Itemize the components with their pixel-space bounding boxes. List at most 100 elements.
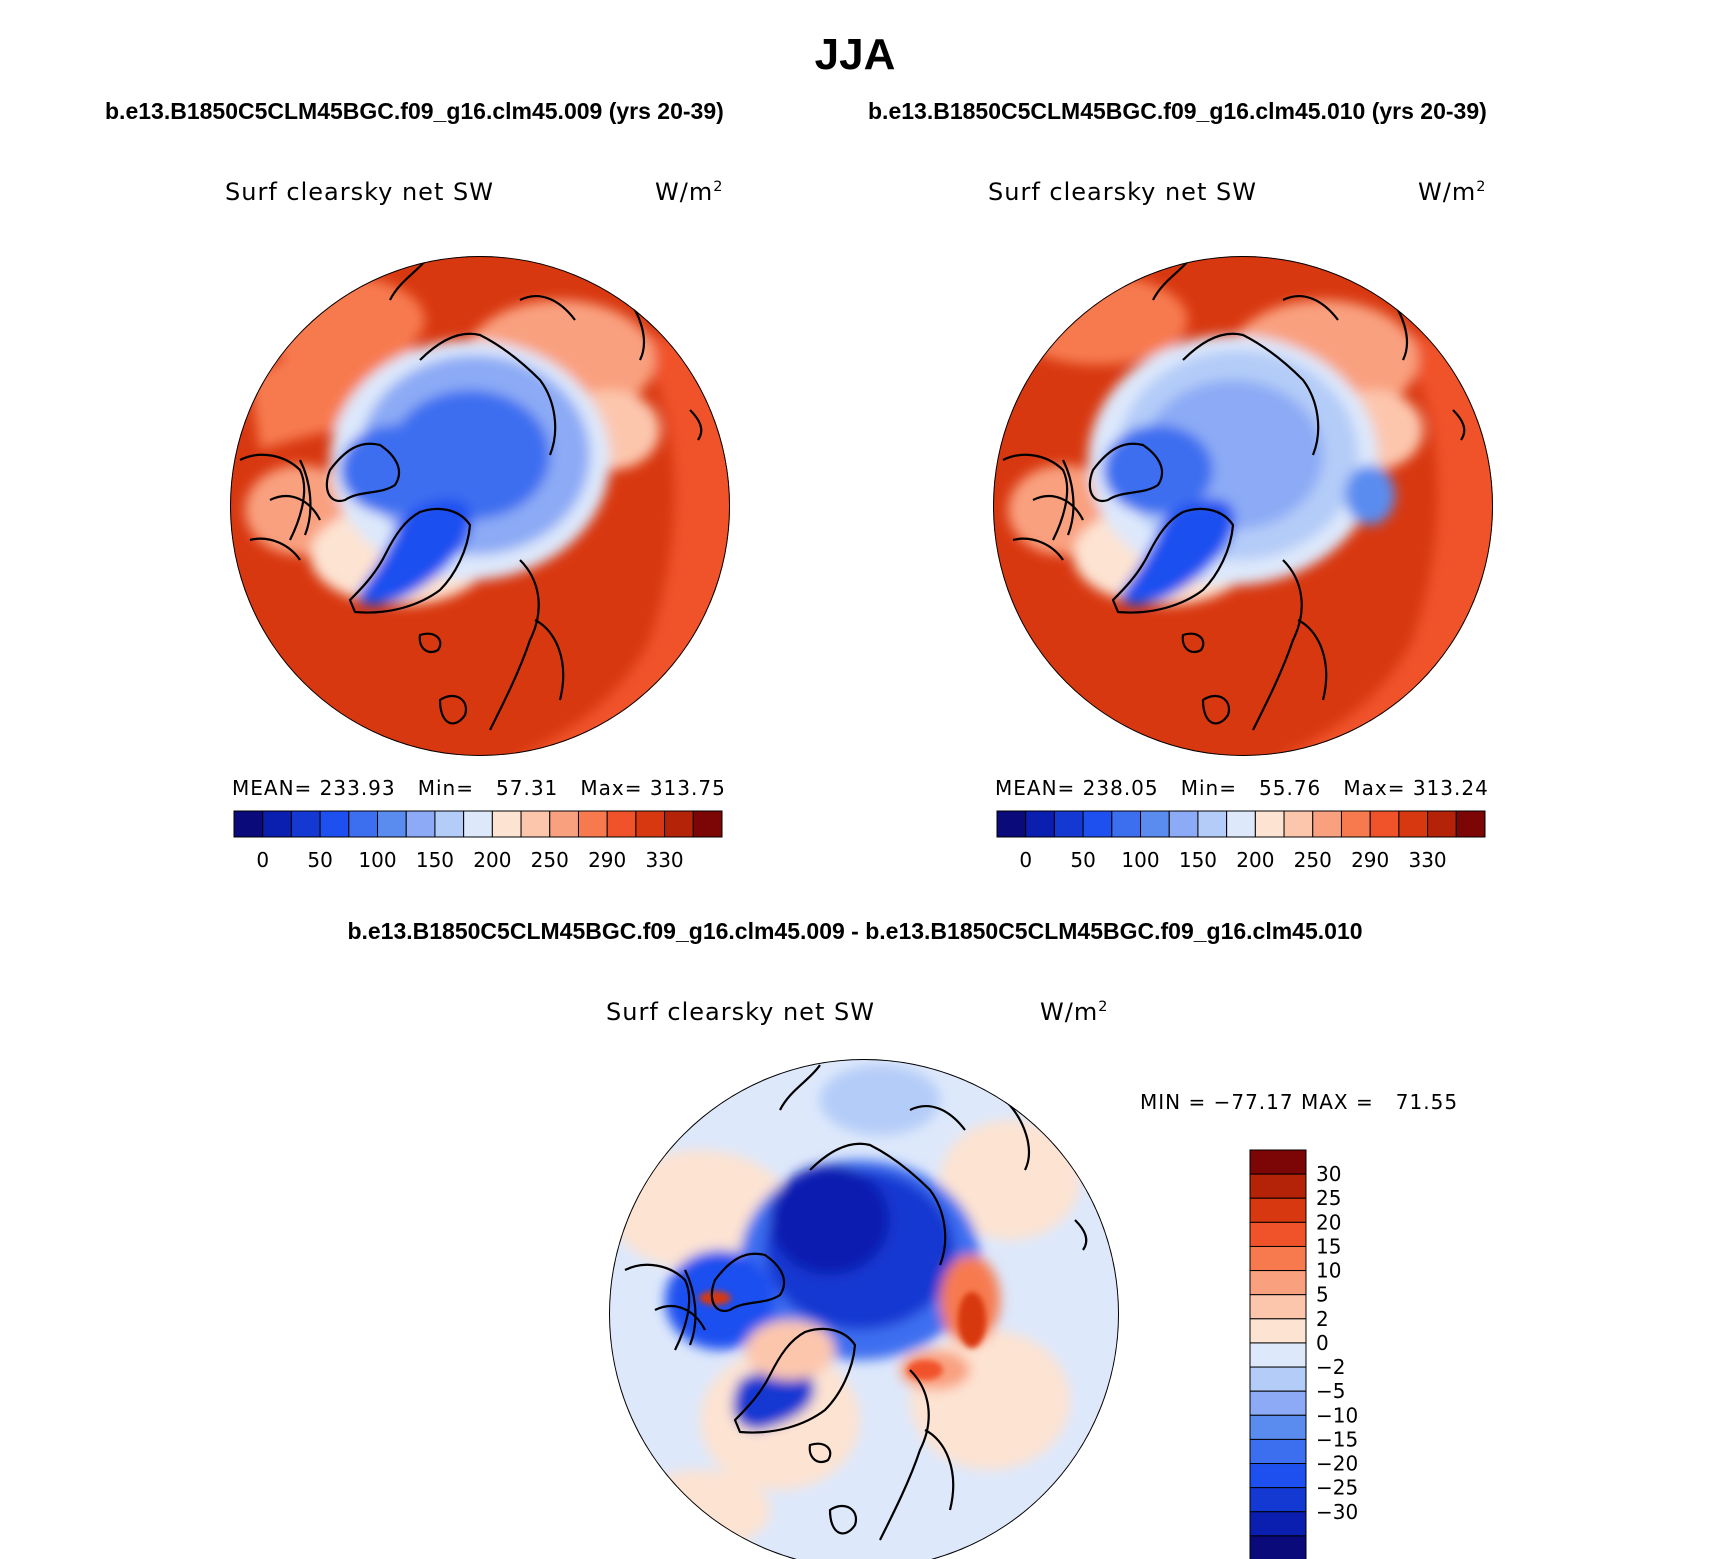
left-variable-label: Surf clearsky net SW bbox=[225, 178, 494, 206]
right-colorbar-label: 330 bbox=[1408, 848, 1446, 872]
diff-colorbar-label: 0 bbox=[1316, 1331, 1329, 1355]
left-colorbar-label: 200 bbox=[473, 848, 511, 872]
right-colorbar-swatch bbox=[1312, 810, 1342, 838]
left-colorbar-label: 50 bbox=[307, 848, 332, 872]
right-colorbar-label: 200 bbox=[1236, 848, 1274, 872]
right-stats: MEAN= 238.05 Min= 55.76 Max= 313.24 bbox=[995, 776, 1489, 800]
right-case-title: b.e13.B1850C5CLM45BGC.f09_g16.clm45.010 … bbox=[868, 98, 1487, 124]
right-colorbar-label: 290 bbox=[1351, 848, 1389, 872]
left-colorbar-swatch bbox=[491, 810, 522, 838]
diff-colorbar-swatch bbox=[1249, 1511, 1307, 1537]
left-colorbar: 0 50 100 150 200 250 290 330 bbox=[233, 810, 723, 872]
diff-colorbar-label: −30 bbox=[1316, 1500, 1358, 1524]
right-colorbar-swatch bbox=[1398, 810, 1429, 838]
left-colorbar-label: 250 bbox=[531, 848, 569, 872]
diff-colorbar-swatch bbox=[1249, 1487, 1307, 1513]
right-colorbar-swatch bbox=[1082, 810, 1113, 838]
diff-colorbar-swatch bbox=[1249, 1270, 1307, 1296]
diff-minmax: MIN = −77.17 MAX = 71.55 bbox=[1140, 1090, 1459, 1114]
diff-colorbar-swatch bbox=[1249, 1463, 1307, 1489]
left-colorbar-swatch bbox=[664, 810, 694, 838]
right-colorbar-swatch bbox=[1140, 810, 1170, 838]
left-colorbar-swatch bbox=[405, 810, 436, 838]
right-colorbar: 0 50 100 150 200 250 290 330 bbox=[996, 810, 1486, 872]
diff-colorbar-label: −5 bbox=[1316, 1379, 1345, 1403]
left-units-label: W/m2 bbox=[655, 178, 724, 206]
left-colorbar-label: 0 bbox=[256, 848, 269, 872]
diff-colorbar-swatch bbox=[1249, 1535, 1307, 1559]
diff-colorbar-label: −2 bbox=[1316, 1355, 1345, 1379]
diff-colorbar-swatch bbox=[1249, 1149, 1307, 1175]
right-colorbar-label: 0 bbox=[1019, 848, 1032, 872]
diff-colorbar-label: 10 bbox=[1316, 1259, 1341, 1283]
right-colorbar-swatch bbox=[1283, 810, 1314, 838]
right-colorbar-label: 150 bbox=[1179, 848, 1217, 872]
right-colorbar-swatch bbox=[1111, 810, 1142, 838]
left-colorbar-swatch bbox=[348, 810, 379, 838]
right-colorbar-swatch bbox=[1168, 810, 1199, 838]
diff-colorbar-label: 25 bbox=[1316, 1186, 1341, 1210]
diff-colorbar-swatch bbox=[1249, 1342, 1307, 1368]
left-colorbar-swatch bbox=[377, 810, 407, 838]
left-colorbar-swatch bbox=[520, 810, 551, 838]
diff-colorbar-swatch bbox=[1249, 1245, 1307, 1272]
diff-colorbar-swatch bbox=[1249, 1414, 1307, 1440]
right-colorbar-swatch bbox=[1197, 810, 1228, 838]
diff-units-label: W/m2 bbox=[1040, 998, 1109, 1026]
left-colorbar-swatch bbox=[606, 810, 637, 838]
right-colorbar-swatch bbox=[1254, 810, 1285, 838]
diff-colorbar-label: −25 bbox=[1316, 1476, 1358, 1500]
right-polar-map bbox=[993, 256, 1493, 756]
right-units-label: W/m2 bbox=[1418, 178, 1487, 206]
diff-colorbar-label: −15 bbox=[1316, 1427, 1358, 1451]
left-colorbar-swatch bbox=[577, 810, 608, 838]
left-colorbar-swatch bbox=[290, 810, 321, 838]
right-colorbar-swatch bbox=[1427, 810, 1457, 838]
left-colorbar-swatch bbox=[692, 810, 723, 838]
diff-colorbar-label: 30 bbox=[1316, 1162, 1341, 1186]
right-colorbar-label: 100 bbox=[1121, 848, 1159, 872]
diff-colorbar-swatch bbox=[1249, 1390, 1307, 1416]
left-stats: MEAN= 233.93 Min= 57.31 Max= 313.75 bbox=[232, 776, 726, 800]
diff-colorbar-swatch bbox=[1249, 1438, 1307, 1465]
right-variable-label: Surf clearsky net SW bbox=[988, 178, 1257, 206]
diff-title: b.e13.B1850C5CLM45BGC.f09_g16.clm45.009 … bbox=[347, 918, 1363, 944]
right-colorbar-swatch bbox=[1455, 810, 1486, 838]
main-title: JJA bbox=[814, 30, 896, 79]
left-polar-map bbox=[230, 256, 730, 756]
left-colorbar-swatch bbox=[463, 810, 493, 838]
diff-polar-map bbox=[609, 1059, 1119, 1559]
diff-colorbar-swatch bbox=[1249, 1221, 1307, 1247]
diff-variable-label: Surf clearsky net SW bbox=[606, 998, 875, 1026]
right-colorbar-swatch bbox=[1226, 810, 1256, 838]
left-case-title: b.e13.B1850C5CLM45BGC.f09_g16.clm45.009 … bbox=[105, 98, 724, 124]
left-colorbar-swatch bbox=[262, 810, 292, 838]
diff-colorbar-swatch bbox=[1249, 1173, 1307, 1199]
left-colorbar-label: 150 bbox=[416, 848, 454, 872]
diff-colorbar-label: −20 bbox=[1316, 1452, 1358, 1476]
left-colorbar-swatch bbox=[635, 810, 666, 838]
right-colorbar-swatch bbox=[996, 810, 1027, 838]
right-colorbar-label: 250 bbox=[1294, 848, 1332, 872]
right-colorbar-swatch bbox=[1340, 810, 1371, 838]
right-colorbar-swatch bbox=[1025, 810, 1055, 838]
right-colorbar-swatch bbox=[1369, 810, 1400, 838]
diff-colorbar-swatch bbox=[1249, 1366, 1307, 1392]
left-colorbar-label: 100 bbox=[358, 848, 396, 872]
left-colorbar-swatch bbox=[434, 810, 465, 838]
diff-colorbar-label: 20 bbox=[1316, 1210, 1341, 1234]
diff-colorbar-swatch bbox=[1249, 1197, 1307, 1223]
left-colorbar-swatch bbox=[549, 810, 579, 838]
left-colorbar-swatch bbox=[319, 810, 350, 838]
right-colorbar-swatch bbox=[1053, 810, 1084, 838]
diff-colorbar-swatch bbox=[1249, 1318, 1307, 1344]
right-colorbar-label: 50 bbox=[1070, 848, 1095, 872]
left-colorbar-label: 330 bbox=[645, 848, 683, 872]
left-colorbar-swatch bbox=[233, 810, 264, 838]
diff-colorbar-swatch bbox=[1249, 1294, 1307, 1320]
left-colorbar-label: 290 bbox=[588, 848, 626, 872]
diff-colorbar-label: 2 bbox=[1316, 1307, 1329, 1331]
diff-colorbar-label: 15 bbox=[1316, 1234, 1341, 1258]
